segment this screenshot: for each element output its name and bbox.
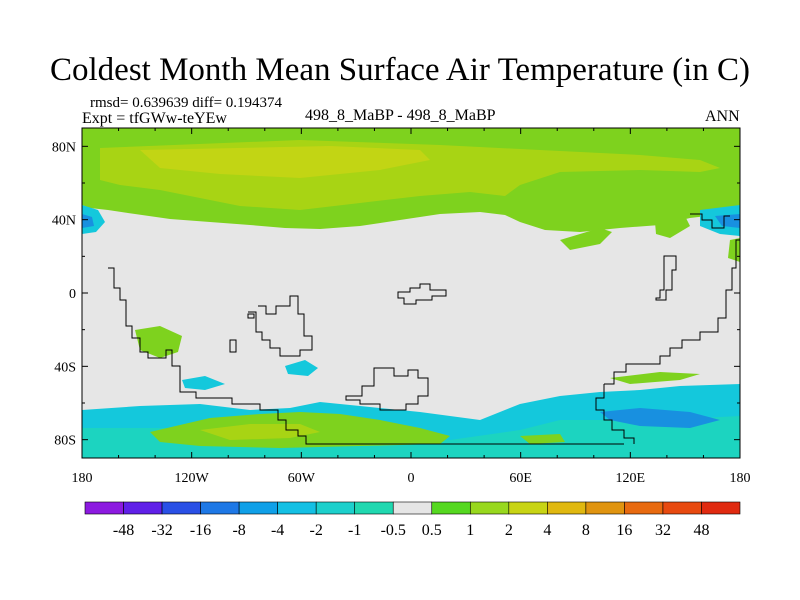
colorbar-label: -32: [151, 522, 172, 539]
stats-line: rmsd= 0.639639 diff= 0.194374: [90, 95, 283, 111]
colorbar-label: 32: [655, 522, 671, 539]
field-southeast-green: [610, 372, 700, 384]
field-south-teal: [82, 416, 740, 458]
continent-outline-southern: [345, 367, 429, 411]
x-tick-label: 180: [730, 471, 751, 486]
colorbar-label: -1: [348, 522, 361, 539]
y-tick-label: 40N: [52, 214, 76, 229]
field-south-blue: [600, 408, 720, 428]
continent-outline-west: [108, 267, 624, 445]
colorbar-label: 1: [466, 522, 474, 539]
field-south-green2: [520, 434, 565, 444]
colorbar-swatch: [701, 501, 741, 515]
y-tick-label: 0: [69, 287, 76, 302]
colorbar-label: -0.5: [381, 522, 406, 539]
colorbar-label: 4: [543, 522, 551, 539]
colorbar-swatch: [392, 501, 433, 515]
colorbar-swatch: [161, 501, 201, 515]
colorbar-label: -48: [113, 522, 134, 539]
continent-outline-central: [248, 295, 313, 357]
x-tick-label: 180: [72, 471, 93, 486]
colorbar-swatch: [354, 501, 394, 515]
colorbar-swatch: [315, 501, 356, 515]
y-tick-label: 40S: [54, 360, 76, 375]
colorbar-label: -8: [232, 522, 245, 539]
continent-outline-equatorial: [397, 283, 447, 305]
field-northeast-blue: [715, 214, 740, 228]
continent-outline-east-inlet: [655, 255, 677, 301]
colorbar-label: 16: [616, 522, 632, 539]
colorbar-label: 48: [693, 522, 709, 539]
map-plot-area: [81, 127, 741, 459]
colorbar-label: 8: [582, 522, 590, 539]
colorbar-swatch: [200, 501, 240, 515]
season-label: ANN: [705, 108, 740, 125]
field-south-yellow: [200, 424, 320, 440]
x-tick-label: 120E: [616, 471, 646, 486]
colorbar-label: -2: [310, 522, 323, 539]
colorbar-swatch: [547, 501, 587, 515]
x-axis: 180 120W 60W 0 60E 120E 180: [72, 128, 751, 486]
colorbar-swatch: [84, 501, 124, 515]
colorbar-swatch: [585, 501, 625, 515]
colorbar-label: 2: [505, 522, 513, 539]
field-patch-a: [560, 228, 612, 250]
x-tick-label: 60E: [509, 471, 532, 486]
colorbar-swatch: [238, 501, 278, 515]
colorbar-swatch: [508, 501, 548, 515]
map-title: Coldest Month Mean Surface Air Temperatu…: [50, 52, 750, 88]
continent-outline-island-a: [229, 339, 237, 353]
y-tick-label: 80S: [54, 434, 76, 449]
x-tick-label: 0: [408, 471, 415, 486]
continent-outline-island-b: [247, 313, 255, 319]
x-tick-label: 60W: [288, 471, 316, 486]
continent-outline-east: [604, 239, 740, 385]
field-patch-b: [655, 216, 690, 238]
colorbar-swatch: [662, 501, 702, 515]
colorbar: -48 -32 -16 -8 -4 -2 -1 -0.5 0.5 1 2 4 8 16 32 48: [84, 501, 741, 539]
colorbar-swatch: [277, 501, 317, 515]
y-tick-label: 80N: [52, 140, 76, 155]
field-tropic-c: [182, 376, 225, 390]
colorbar-swatch: [431, 501, 471, 515]
colorbar-swatch: [624, 501, 664, 515]
continent-outlines: [108, 213, 740, 445]
y-axis: 80N 40N 0 40S 80S: [52, 140, 740, 449]
colorbar-label: -16: [190, 522, 211, 539]
field-northwest-blue: [82, 214, 94, 228]
comparison-label: 498_8_MaBP - 498_8_MaBP: [305, 107, 496, 124]
field-north-yellow2: [140, 146, 430, 178]
continent-outline-east-coast: [595, 384, 635, 444]
colorbar-label: -4: [271, 522, 284, 539]
colorbar-swatch: [469, 501, 510, 515]
x-tick-label: 120W: [175, 471, 210, 486]
colorbar-swatch: [123, 501, 163, 515]
field-tropic-b: [285, 360, 318, 376]
continent-outline-northeast: [690, 213, 730, 229]
colorbar-label: 0.5: [422, 522, 442, 539]
experiment-line: Expt = tfGWw-teYEw: [82, 110, 227, 127]
